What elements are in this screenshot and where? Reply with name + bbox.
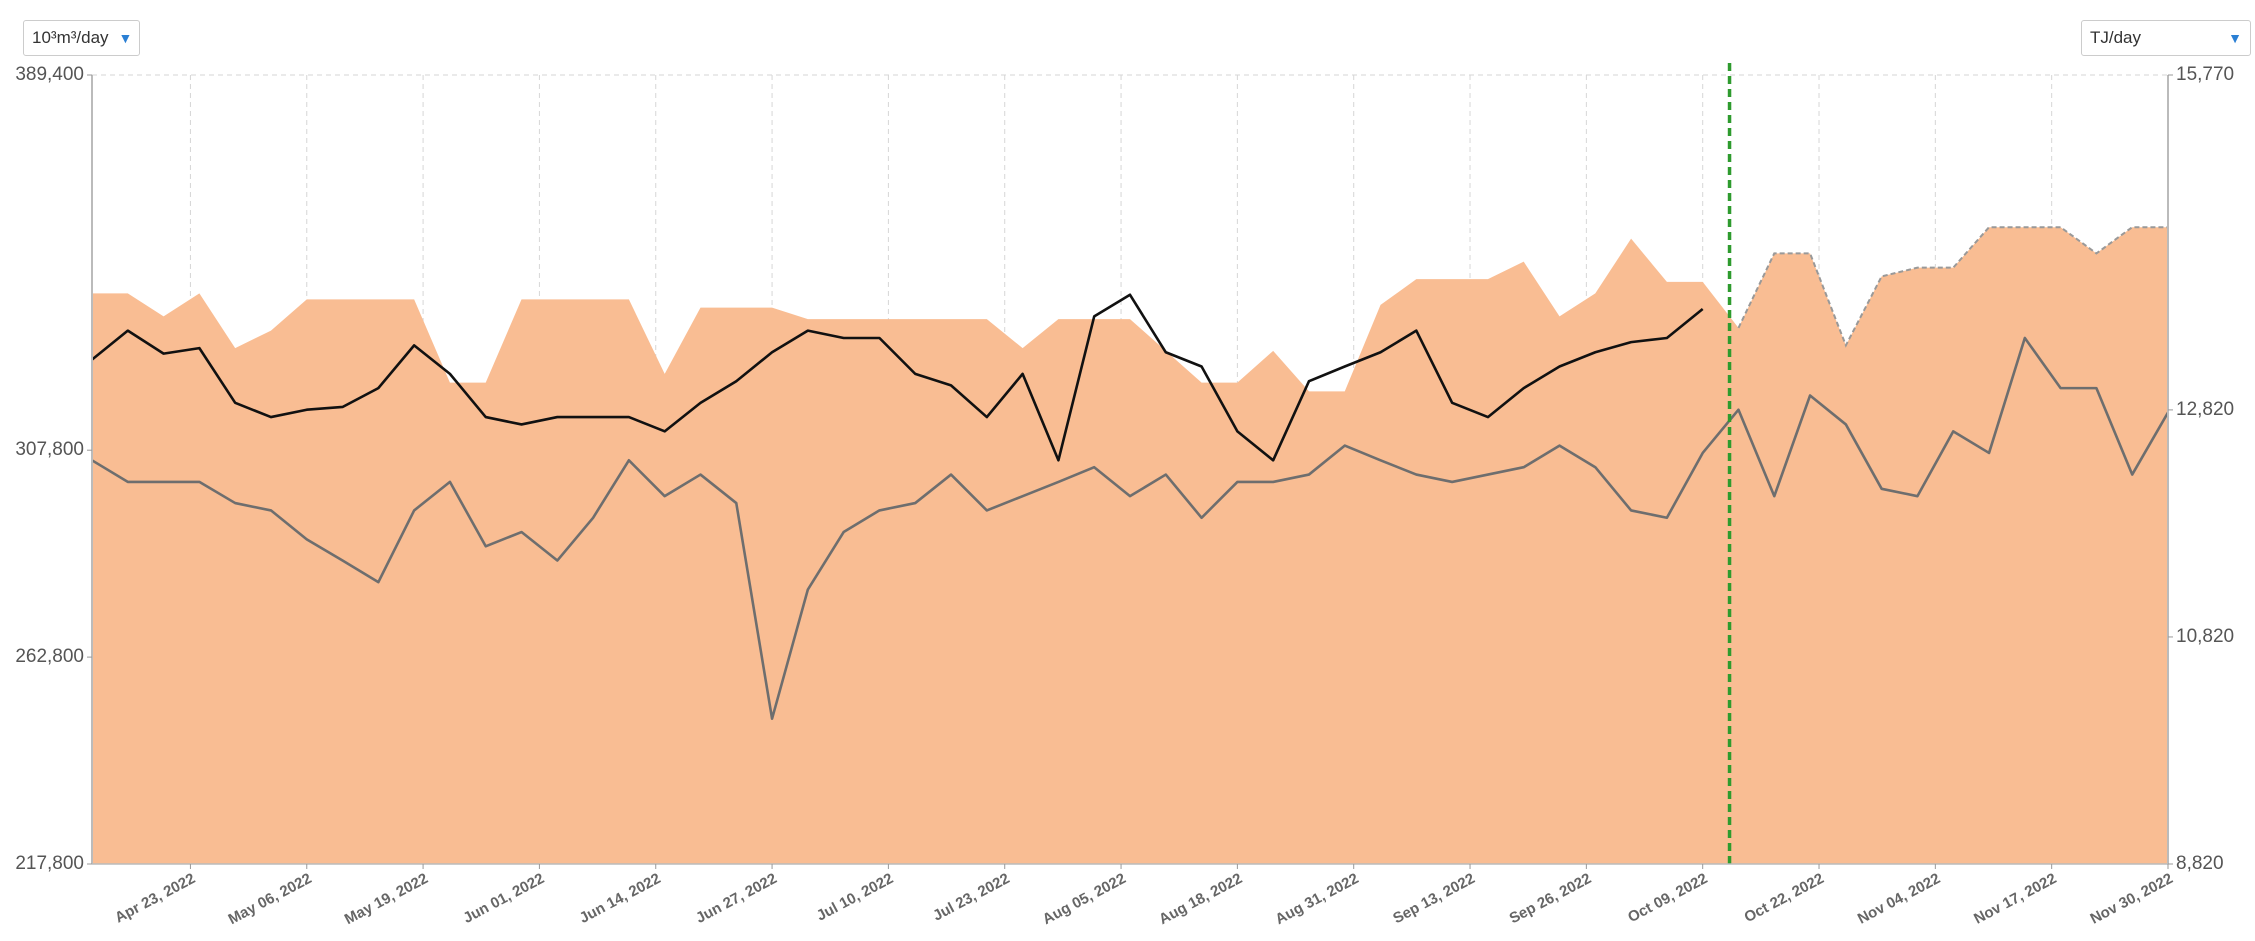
area <box>92 227 2168 865</box>
x-tick-label: Nov 17, 2022 <box>1971 870 2059 928</box>
x-tick-label: Aug 05, 2022 <box>1040 870 1129 928</box>
x-tick-label: Oct 22, 2022 <box>1741 870 1826 926</box>
x-tick-label: Sep 13, 2022 <box>1390 870 1478 927</box>
x-tick-label: Nov 30, 2022 <box>2087 870 2175 928</box>
unit-dropdown[interactable]: 10³m³/day ▼ <box>23 20 140 56</box>
x-tick-label: Sep 26, 2022 <box>1507 870 1595 927</box>
x-tick-label: Aug 31, 2022 <box>1272 870 1361 928</box>
x-tick-label: Jul 10, 2022 <box>814 870 896 925</box>
x-tick-label: Jun 27, 2022 <box>693 870 780 927</box>
y-tick-label: 389,400 <box>15 64 84 85</box>
x-tick-label: Apr 23, 2022 <box>112 870 198 927</box>
y-tick-label: 307,800 <box>15 439 84 460</box>
x-tick-label: Oct 09, 2022 <box>1625 870 1710 926</box>
y2-tick-label: 15,770 <box>2176 64 2234 85</box>
x-tick-label: Nov 04, 2022 <box>1855 870 1943 928</box>
unit-label: TJ/day <box>2090 28 2142 47</box>
x-tick-label: Aug 18, 2022 <box>1156 870 1245 928</box>
line <box>91 336 2170 721</box>
unit-label: 10³m³/day <box>32 28 109 47</box>
line <box>91 293 1704 462</box>
x-tick-label: Jul 23, 2022 <box>930 870 1012 925</box>
y2-tick-label: 10,820 <box>2176 626 2234 647</box>
y2-tick-label: 12,820 <box>2176 399 2234 420</box>
unit-dropdown[interactable]: TJ/day ▼ <box>2081 20 2251 56</box>
x-tick-label: May 06, 2022 <box>226 870 315 928</box>
x-tick-label: Jun 14, 2022 <box>577 870 664 927</box>
x-tick-label: Jun 01, 2022 <box>460 870 547 927</box>
y-tick-label: 217,800 <box>15 853 84 874</box>
forecast-outline <box>1737 226 2168 348</box>
dropdown-arrow: ▼ <box>2228 30 2242 46</box>
dropdown-arrow: ▼ <box>118 30 133 46</box>
y-tick-label: 262,800 <box>15 646 84 667</box>
x-tick-label: May 19, 2022 <box>342 870 431 928</box>
y2-tick-label: 8,820 <box>2176 853 2224 874</box>
